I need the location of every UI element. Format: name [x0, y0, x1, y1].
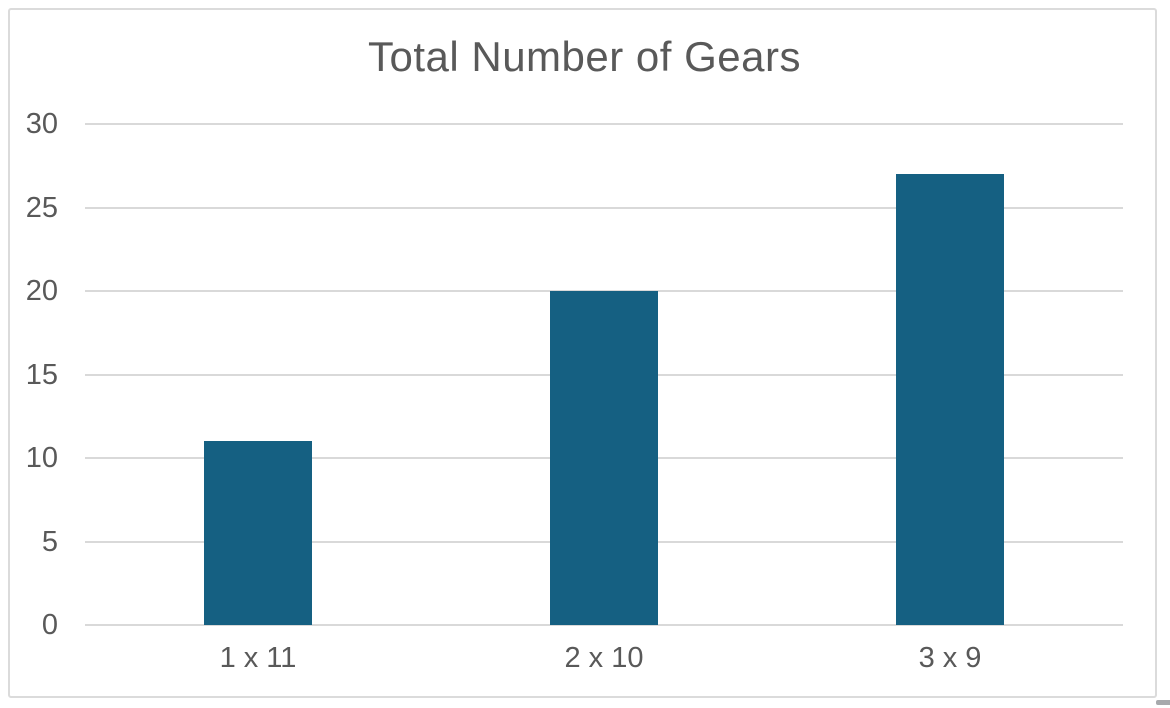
y-tick-label: 15: [25, 358, 58, 391]
x-tick-label: 2 x 10: [564, 642, 644, 674]
bar-3x9: [896, 174, 1004, 625]
bar-2x10: [550, 291, 658, 625]
gridline: [85, 123, 1123, 125]
y-tick-label: 0: [41, 609, 58, 641]
y-tick-label: 25: [25, 191, 58, 224]
x-tick-label: 3 x 9: [918, 642, 982, 674]
chart-title: Total Number of Gears: [367, 33, 801, 80]
gridline: [85, 206, 1123, 209]
y-tick-label: 5: [41, 525, 58, 558]
y-tick-label: 10: [25, 442, 58, 474]
corner-artifact: [1156, 700, 1170, 705]
bar-1x11: [204, 441, 312, 625]
x-tick-label: 1 x 11: [219, 642, 297, 674]
y-tick-label: 30: [25, 108, 58, 140]
y-tick-label: 20: [25, 275, 58, 307]
gridline: [85, 624, 1123, 626]
